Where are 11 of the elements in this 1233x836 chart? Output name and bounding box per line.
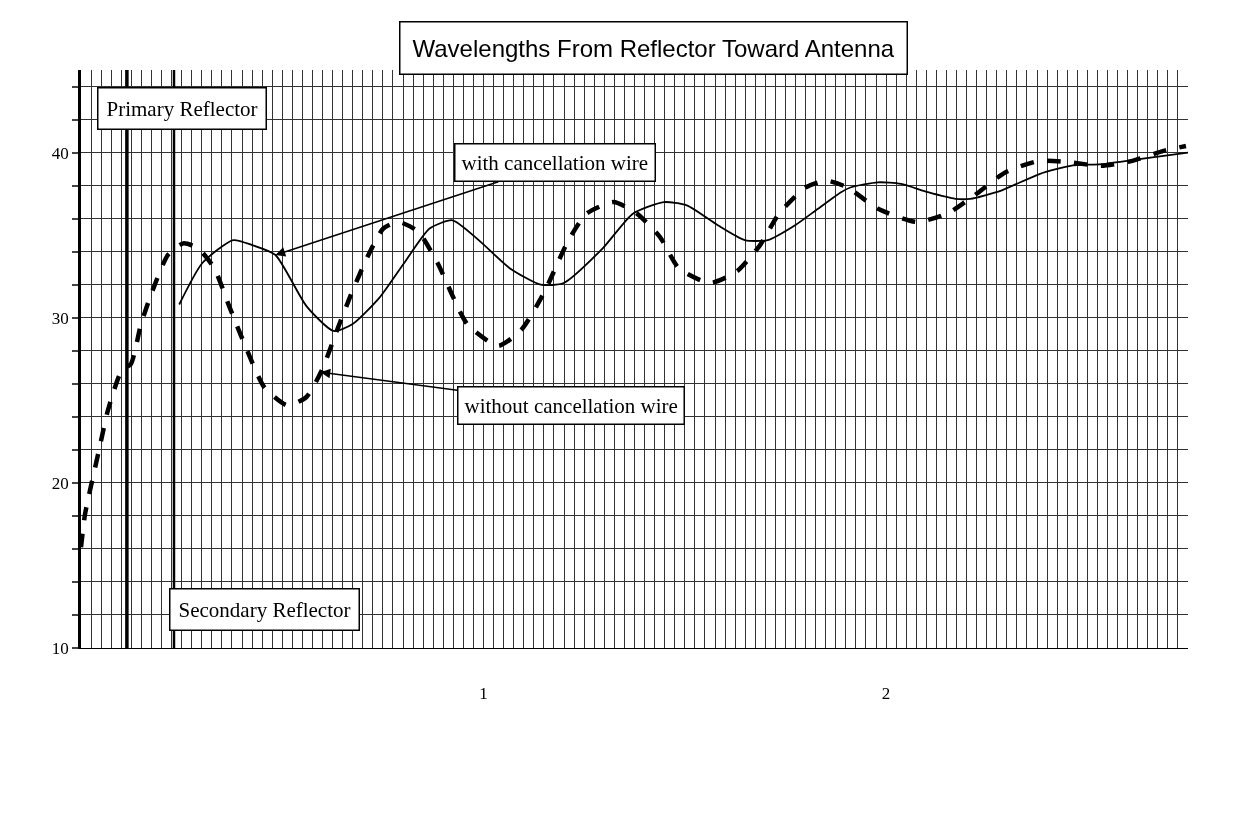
annotation: without cancellation wire [464, 393, 678, 418]
chart-title: Wavelengths From Reflector Toward Antenna [412, 34, 895, 62]
y-tick-label: 40 [51, 143, 69, 163]
x-tick-label: 2 [881, 684, 891, 704]
ref-line-label: Primary Reflector [106, 96, 258, 121]
x-tick-label: 1 [479, 684, 488, 704]
ref-line-label: Secondary Reflector [178, 597, 351, 622]
y-tick-label: 20 [51, 473, 69, 493]
y-tick-label: 30 [51, 308, 69, 328]
y-tick-label: 10 [51, 638, 69, 658]
annotation: with cancellation wire [461, 150, 649, 175]
